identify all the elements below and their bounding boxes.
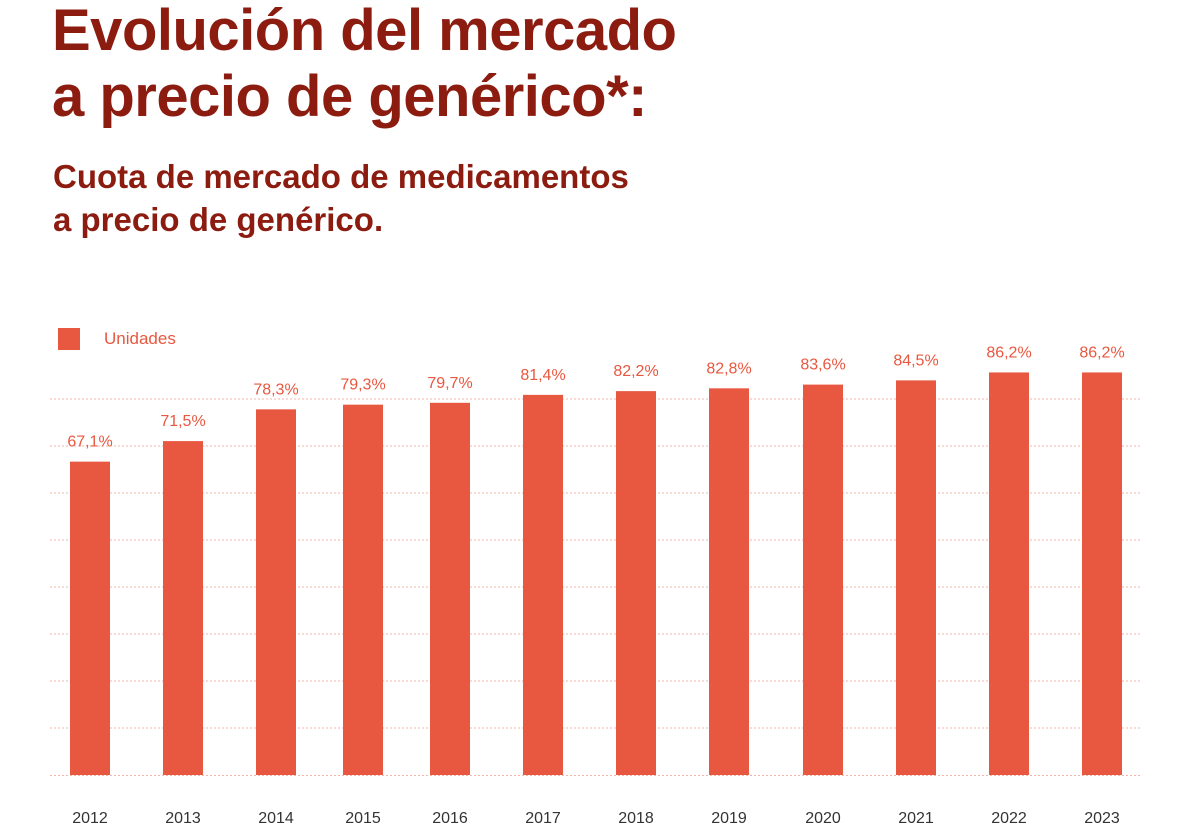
bar-2019 — [709, 388, 749, 775]
bar-2018 — [616, 391, 656, 775]
bar-2016 — [430, 402, 470, 775]
subtitle-line-1: Cuota de mercado de medicamentos — [53, 158, 629, 195]
value-labels: 67,1% 71,5% 78,3% 79,3% 79,7% 81,4% 82,2% 82,8%… — [67, 344, 1124, 450]
bar-2014 — [256, 409, 296, 775]
x-tick-label-2019: 2019 — [711, 810, 747, 827]
x-tick-label-2016: 2016 — [432, 810, 468, 827]
subtitle-line-2: a precio de genérico. — [53, 201, 384, 238]
value-label-2017: 81,4% — [520, 367, 565, 384]
bar-2020 — [803, 384, 843, 775]
title-line-2: a precio de genérico*: — [52, 64, 647, 129]
value-label-2023: 86,2% — [1079, 344, 1124, 361]
bar-2023 — [1082, 372, 1122, 775]
x-tick-label-2023: 2023 — [1084, 810, 1120, 827]
chart-subtitle: Cuota de mercado de medicamentos a preci… — [53, 155, 1153, 241]
x-tick-label-2013: 2013 — [165, 810, 201, 827]
x-tick-label-2014: 2014 — [258, 810, 294, 827]
value-label-2012: 67,1% — [67, 434, 112, 451]
bar-2012 — [70, 461, 110, 775]
title-line-1: Evolución del mercado — [52, 0, 677, 63]
x-axis-ticks: 2012 2013 2014 2015 2016 2017 2018 2019 2020 2021… — [72, 810, 1120, 827]
value-label-2021: 84,5% — [893, 352, 938, 369]
x-tick-label-2018: 2018 — [618, 810, 654, 827]
bar-2017 — [523, 394, 563, 775]
x-tick-label-2022: 2022 — [991, 810, 1027, 827]
value-label-2013: 71,5% — [160, 413, 205, 430]
value-label-2019: 82,8% — [706, 360, 751, 377]
bar-2022 — [989, 372, 1029, 775]
bar-2021 — [896, 380, 936, 775]
x-tick-label-2012: 2012 — [72, 810, 108, 827]
legend-label: Unidades — [104, 329, 176, 348]
grid-lines — [50, 398, 1140, 776]
x-tick-label-2015: 2015 — [345, 810, 381, 827]
chart-legend: Unidades — [58, 328, 176, 350]
bar-2015 — [343, 404, 383, 775]
x-tick-label-2021: 2021 — [898, 810, 934, 827]
bar-2013 — [163, 441, 203, 775]
x-tick-label-2020: 2020 — [805, 810, 841, 827]
value-label-2016: 79,7% — [427, 375, 472, 392]
x-tick-label-2017: 2017 — [525, 810, 561, 827]
value-label-2018: 82,2% — [613, 363, 658, 380]
value-label-2020: 83,6% — [800, 357, 845, 374]
page-title: Evolución del mercado a precio de genéri… — [52, 0, 1152, 130]
bars — [70, 372, 1122, 775]
value-label-2014: 78,3% — [253, 381, 298, 398]
legend-swatch — [58, 328, 80, 350]
value-label-2015: 79,3% — [340, 377, 385, 394]
value-label-2022: 86,2% — [986, 344, 1031, 361]
